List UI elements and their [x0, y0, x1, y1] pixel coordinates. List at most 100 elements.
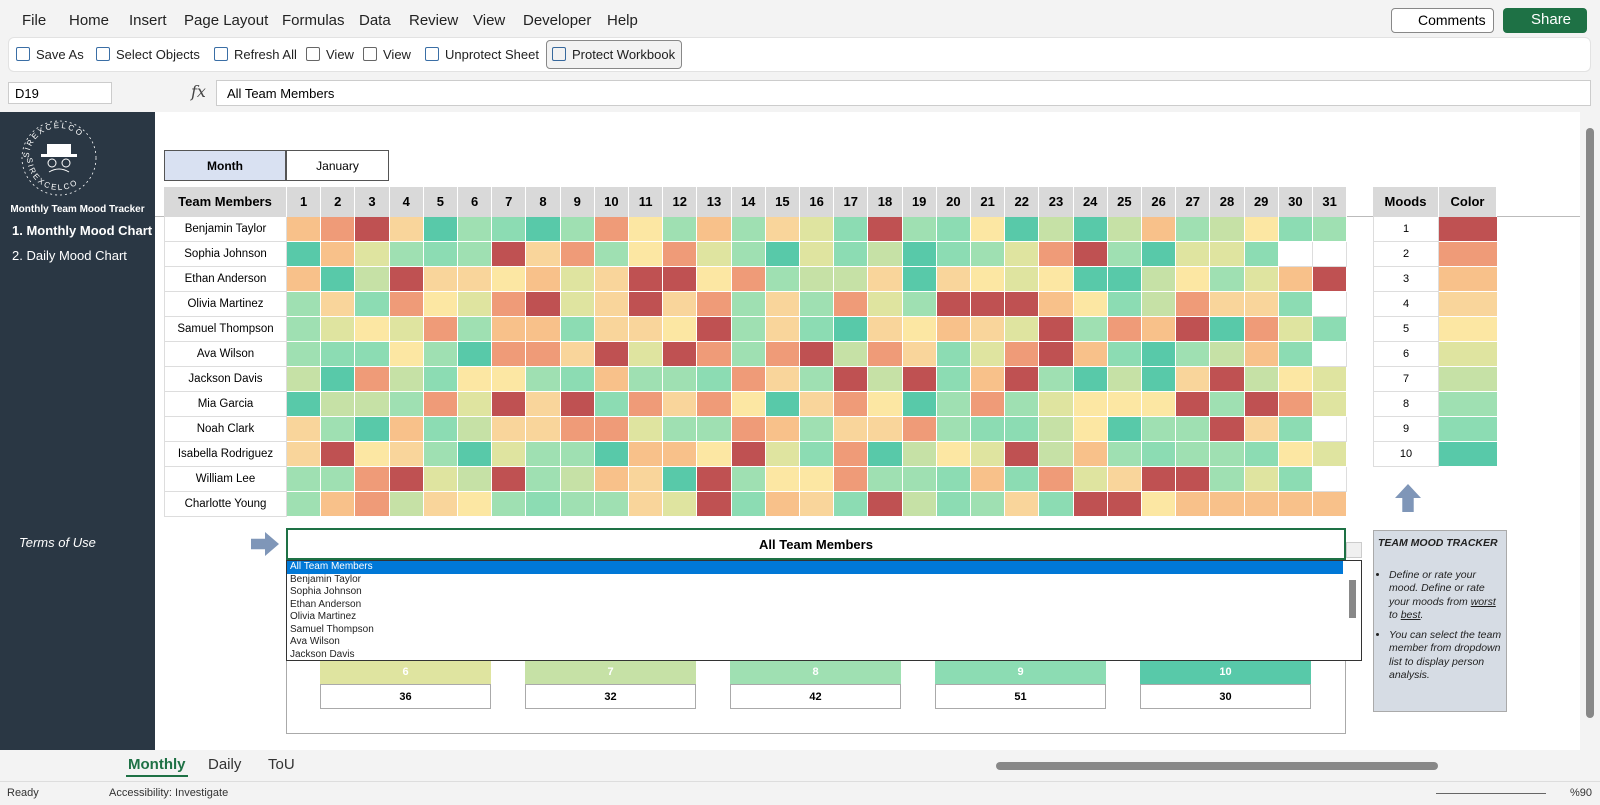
h-scrollbar[interactable]	[996, 762, 1438, 770]
toolbar-button[interactable]: Select Objects	[116, 47, 200, 62]
toolbar-icon[interactable]	[425, 47, 439, 61]
menu-item[interactable]: Formulas	[282, 12, 345, 29]
mood-cell	[389, 292, 424, 317]
mood-cell	[902, 467, 937, 492]
toolbar-icon[interactable]	[16, 47, 30, 61]
toolbar-button[interactable]: View	[383, 47, 411, 62]
mood-cell	[971, 467, 1006, 492]
sheet-tab[interactable]: Daily	[208, 756, 242, 773]
summary-count: 32	[525, 684, 696, 709]
mood-cell	[936, 417, 971, 442]
mood-cell	[423, 267, 458, 292]
dropdown-option[interactable]: Samuel Thompson	[290, 623, 374, 635]
toolbar-button[interactable]: View	[326, 47, 354, 62]
nav-link[interactable]: 1. Monthly Mood Chart	[12, 223, 153, 238]
zoom-slider[interactable]	[1436, 793, 1546, 794]
mood-cell	[492, 242, 527, 267]
mood-cell	[697, 292, 732, 317]
mood-cell	[1176, 467, 1211, 492]
status-zoom[interactable]: %90	[1570, 787, 1593, 799]
list-scroll-thumb[interactable]	[1349, 580, 1356, 618]
mood-cell	[492, 317, 527, 342]
protect-highlight[interactable]	[546, 40, 682, 69]
month-value[interactable]: January	[286, 150, 389, 181]
mood-cell	[731, 467, 766, 492]
mood-cell	[971, 267, 1006, 292]
mood-cell	[287, 492, 322, 517]
toolbar-icon[interactable]	[363, 47, 377, 61]
mood-cell	[868, 317, 903, 342]
dropdown-button[interactable]	[1346, 542, 1362, 558]
mood-cell	[355, 442, 390, 467]
mood-cell	[594, 292, 629, 317]
sheet-tab[interactable]: Monthly	[126, 756, 188, 777]
menu-item[interactable]: Review	[409, 12, 459, 29]
member-name: Olivia Martinez	[164, 292, 287, 317]
toolbar-icon[interactable]	[552, 47, 566, 61]
terms-link[interactable]: Terms of Use	[19, 535, 96, 550]
mood-cell	[902, 342, 937, 367]
menu-item[interactable]: File	[22, 12, 47, 29]
formula-input[interactable]: All Team Members	[216, 80, 1591, 106]
summary-count: 51	[935, 684, 1106, 709]
mood-cell	[765, 417, 800, 442]
dropdown-option[interactable]: All Team Members	[287, 561, 1343, 574]
share-button[interactable]: Share	[1503, 8, 1587, 33]
toolbar-button[interactable]: Protect Workbook	[572, 47, 676, 62]
nav-link[interactable]: 2. Daily Mood Chart	[12, 248, 127, 263]
name-box[interactable]: D19	[8, 82, 112, 104]
member-name: Noah Clark	[164, 417, 287, 442]
mood-cell	[1210, 342, 1245, 367]
status-accessibility[interactable]: Accessibility: Investigate	[109, 787, 229, 799]
mood-cell	[971, 217, 1006, 242]
mood-cell	[1039, 242, 1074, 267]
menu-item[interactable]: Help	[607, 12, 638, 29]
day-header: 19	[902, 187, 937, 217]
mood-cell	[1210, 317, 1245, 342]
info-bullet: Define or rate your mood. Define or rate…	[1389, 569, 1502, 623]
dropdown-box[interactable]: All Team Members	[286, 528, 1346, 560]
info-text: .	[1420, 609, 1424, 621]
toolbar-icon[interactable]	[214, 47, 228, 61]
dropdown-option[interactable]: Ethan Anderson	[290, 598, 362, 610]
mood-cell	[1073, 367, 1108, 392]
toolbar-button[interactable]: Save As	[36, 47, 84, 62]
menu-item[interactable]: Page Layout	[184, 12, 269, 29]
menu-item[interactable]: View	[473, 12, 506, 29]
dropdown-option[interactable]: Olivia Martinez	[290, 611, 357, 622]
mood-cell	[355, 317, 390, 342]
day-header: 30	[1278, 187, 1313, 217]
mood-cell	[834, 242, 869, 267]
menu-item[interactable]: Insert	[129, 12, 167, 29]
dropdown-option[interactable]: Jackson Davis	[290, 648, 355, 660]
dropdown-option[interactable]: Sophia Johnson	[290, 586, 362, 597]
comments-button[interactable]: Comments	[1391, 8, 1494, 33]
legend-header: Moods	[1373, 187, 1439, 217]
menu-item[interactable]: Home	[69, 12, 110, 29]
status-ready: Ready	[7, 787, 39, 799]
legend-level: 10	[1373, 442, 1439, 467]
mood-cell	[697, 267, 732, 292]
mood-cell	[834, 367, 869, 392]
menu-item[interactable]: Developer	[523, 12, 592, 29]
mood-cell	[1005, 467, 1040, 492]
mood-cell	[1107, 317, 1142, 342]
toolbar-icon[interactable]	[306, 47, 320, 61]
mood-cell	[902, 417, 937, 442]
sheet-tab[interactable]: ToU	[268, 756, 295, 773]
mood-cell	[902, 267, 937, 292]
menu-item[interactable]: Data	[359, 12, 391, 29]
mood-cell	[1142, 367, 1177, 392]
mood-cell	[697, 242, 732, 267]
toolbar-button[interactable]: Unprotect Sheet	[445, 47, 539, 62]
mood-cell	[902, 317, 937, 342]
member-name: William Lee	[164, 467, 287, 492]
toolbar-button[interactable]: Refresh All	[234, 47, 297, 62]
dropdown-option[interactable]: Ava Wilson	[290, 636, 340, 647]
mood-cell	[355, 242, 390, 267]
mood-cell	[321, 267, 356, 292]
mood-cell	[560, 267, 595, 292]
mood-cell	[526, 417, 561, 442]
toolbar-icon[interactable]	[96, 47, 110, 61]
dropdown-option[interactable]: Benjamin Taylor	[290, 573, 361, 585]
